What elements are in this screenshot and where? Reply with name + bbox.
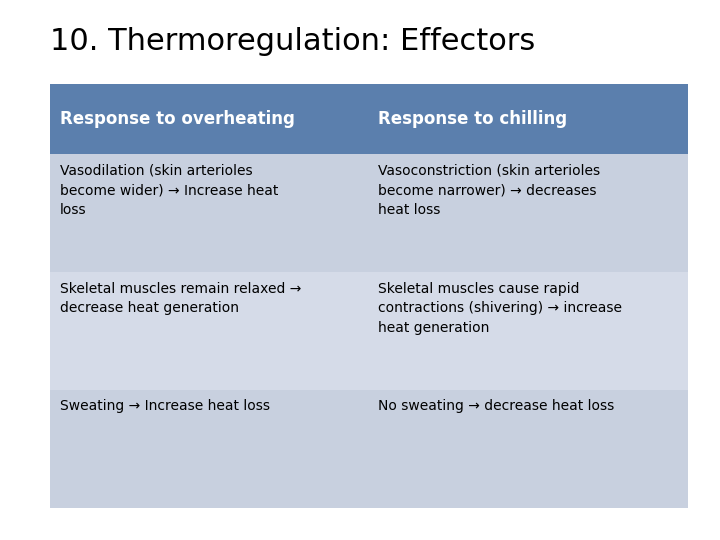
Text: Response to overheating: Response to overheating — [60, 110, 294, 128]
Text: 10. Thermoregulation: Effectors: 10. Thermoregulation: Effectors — [50, 27, 536, 56]
Text: Vasoconstriction (skin arterioles
become narrower) → decreases
heat loss: Vasoconstriction (skin arterioles become… — [379, 164, 600, 217]
Text: Skeletal muscles cause rapid
contractions (shivering) → increase
heat generation: Skeletal muscles cause rapid contraction… — [379, 281, 622, 334]
Text: Vasodilation (skin arterioles
become wider) → Increase heat
loss: Vasodilation (skin arterioles become wid… — [60, 164, 278, 217]
Text: No sweating → decrease heat loss: No sweating → decrease heat loss — [379, 400, 615, 414]
Text: Skeletal muscles remain relaxed →
decrease heat generation: Skeletal muscles remain relaxed → decrea… — [60, 281, 301, 315]
Text: Sweating → Increase heat loss: Sweating → Increase heat loss — [60, 400, 270, 414]
Text: Response to chilling: Response to chilling — [379, 110, 567, 128]
